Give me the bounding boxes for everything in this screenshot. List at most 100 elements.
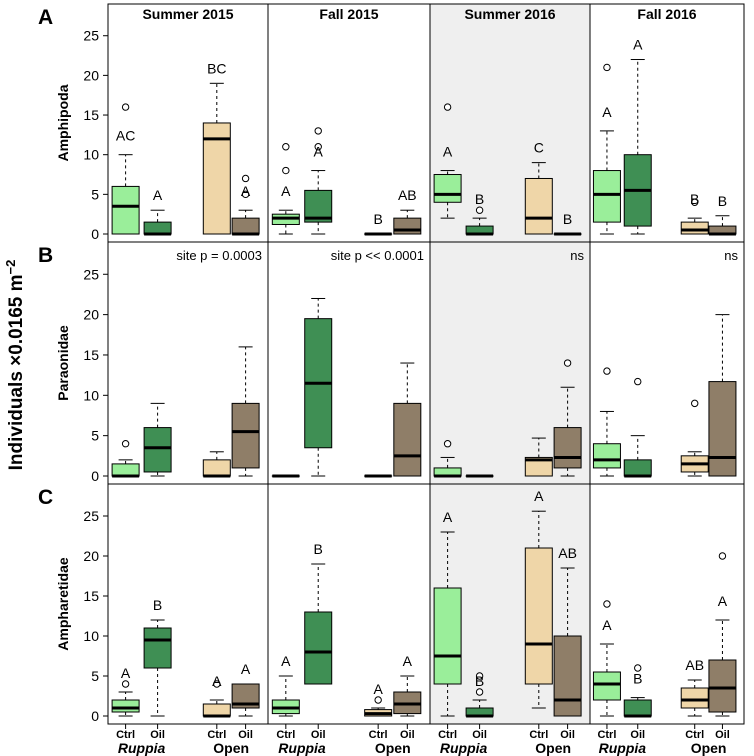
significance-letter: A bbox=[241, 661, 251, 677]
y-tick-label: 25 bbox=[83, 508, 99, 524]
significance-letter: BC bbox=[207, 60, 226, 76]
box-body bbox=[680, 221, 709, 235]
treatment-label: Ctrl bbox=[438, 729, 457, 741]
site-label-open: Open bbox=[535, 740, 571, 756]
taxon-label: Ampharetidae bbox=[55, 557, 71, 651]
y-tick-label: 20 bbox=[83, 548, 99, 564]
treatment-label: Ctrl bbox=[116, 729, 135, 741]
box-outlier bbox=[691, 198, 699, 206]
box-body bbox=[143, 627, 172, 669]
y-tick-label: 25 bbox=[83, 266, 99, 282]
site-label-ruppia: Ruppia bbox=[278, 740, 326, 756]
box-body bbox=[592, 443, 621, 469]
y-axis-label: Individuals ×0.0165 m−2 bbox=[3, 260, 27, 471]
box-body bbox=[393, 217, 422, 235]
y-tick-label: 15 bbox=[83, 347, 99, 363]
season-title: Fall 2016 bbox=[637, 6, 696, 22]
box-outlier bbox=[374, 696, 382, 704]
box-outlier bbox=[475, 672, 484, 680]
box-outlier bbox=[282, 143, 290, 151]
season-title: Summer 2015 bbox=[142, 6, 233, 22]
y-tick-label: 10 bbox=[83, 387, 99, 403]
box-body bbox=[708, 659, 737, 713]
box-body bbox=[708, 381, 737, 477]
box-body bbox=[524, 177, 553, 235]
box-outlier bbox=[443, 440, 452, 448]
box-body bbox=[202, 703, 231, 717]
significance-letter: C bbox=[534, 140, 544, 156]
significance-letter: A bbox=[314, 144, 324, 160]
significance-letter: B bbox=[153, 597, 162, 613]
y-tick-label: 0 bbox=[91, 226, 99, 242]
y-axis-label-exponent: −2 bbox=[3, 260, 18, 275]
box-body bbox=[111, 463, 140, 477]
significance-letter: A bbox=[373, 681, 383, 697]
box-outlier bbox=[314, 143, 322, 151]
box-outlier bbox=[603, 367, 611, 375]
treatment-label: Ctrl bbox=[369, 729, 388, 741]
treatment-label: Oil bbox=[311, 729, 326, 741]
treatment-label: Oil bbox=[238, 729, 253, 741]
significance-letter: A bbox=[633, 37, 643, 53]
y-axis-label-text: Individuals ×0.0165 m bbox=[6, 274, 27, 470]
box-body bbox=[111, 699, 140, 713]
treatment-label: Ctrl bbox=[529, 729, 548, 741]
box-body bbox=[524, 456, 553, 477]
significance-letter: A bbox=[534, 488, 544, 504]
significance-letter: AB bbox=[685, 657, 704, 673]
significance-letter: B bbox=[475, 673, 484, 689]
box-body bbox=[231, 217, 260, 235]
y-tick-label: 10 bbox=[83, 147, 99, 163]
y-tick-label: 20 bbox=[83, 67, 99, 83]
box-body bbox=[433, 587, 462, 685]
box-body bbox=[524, 547, 553, 685]
box-body bbox=[623, 459, 652, 477]
box-body bbox=[433, 174, 462, 203]
box-body bbox=[202, 459, 231, 477]
box-outlier bbox=[718, 552, 727, 560]
significance-letter: AB bbox=[558, 545, 577, 561]
box-body bbox=[553, 635, 582, 717]
box-body bbox=[143, 221, 172, 235]
significance-letter: A bbox=[443, 144, 453, 160]
y-tick-label: 0 bbox=[91, 708, 99, 724]
site-label-ruppia: Ruppia bbox=[440, 740, 488, 756]
treatment-label: Ctrl bbox=[276, 729, 295, 741]
box-outlier bbox=[475, 688, 484, 696]
treatment-label: Ctrl bbox=[685, 729, 704, 741]
treatment-label: Oil bbox=[630, 729, 645, 741]
box-outlier bbox=[121, 440, 130, 448]
y-tick-label: 20 bbox=[83, 307, 99, 323]
season-title: Summer 2016 bbox=[464, 6, 555, 22]
box-outlier bbox=[563, 359, 572, 367]
box-body bbox=[393, 402, 422, 477]
significance-letter: A bbox=[443, 509, 453, 525]
box-outlier bbox=[314, 127, 322, 135]
stats-annotation: ns bbox=[570, 248, 584, 263]
significance-letter: A bbox=[281, 183, 291, 199]
box-outlier bbox=[603, 600, 611, 608]
box-body bbox=[592, 170, 621, 223]
significance-letter: B bbox=[690, 191, 699, 207]
y-tick-label: 0 bbox=[91, 468, 99, 484]
treatment-label: Oil bbox=[715, 729, 730, 741]
panel-letter: B bbox=[38, 244, 53, 267]
box-outlier bbox=[443, 103, 452, 111]
box-outlier bbox=[213, 680, 221, 688]
box-body bbox=[231, 402, 260, 469]
stats-annotation: site p = 0.0003 bbox=[176, 248, 262, 263]
season-title: Fall 2015 bbox=[319, 6, 378, 22]
box-body bbox=[304, 611, 333, 685]
box-outlier bbox=[634, 664, 642, 672]
box-body bbox=[592, 671, 621, 701]
significance-letter: B bbox=[475, 191, 484, 207]
site-label-open: Open bbox=[691, 740, 727, 756]
significance-letter: B bbox=[373, 211, 382, 227]
significance-letter: B bbox=[633, 671, 642, 687]
box-outlier bbox=[282, 166, 290, 175]
significance-letter: A bbox=[602, 617, 612, 633]
taxon-label: Paraonidae bbox=[55, 325, 71, 401]
site-label-ruppia: Ruppia bbox=[599, 740, 647, 756]
panel-frame bbox=[107, 483, 745, 725]
treatment-label: Ctrl bbox=[597, 729, 616, 741]
